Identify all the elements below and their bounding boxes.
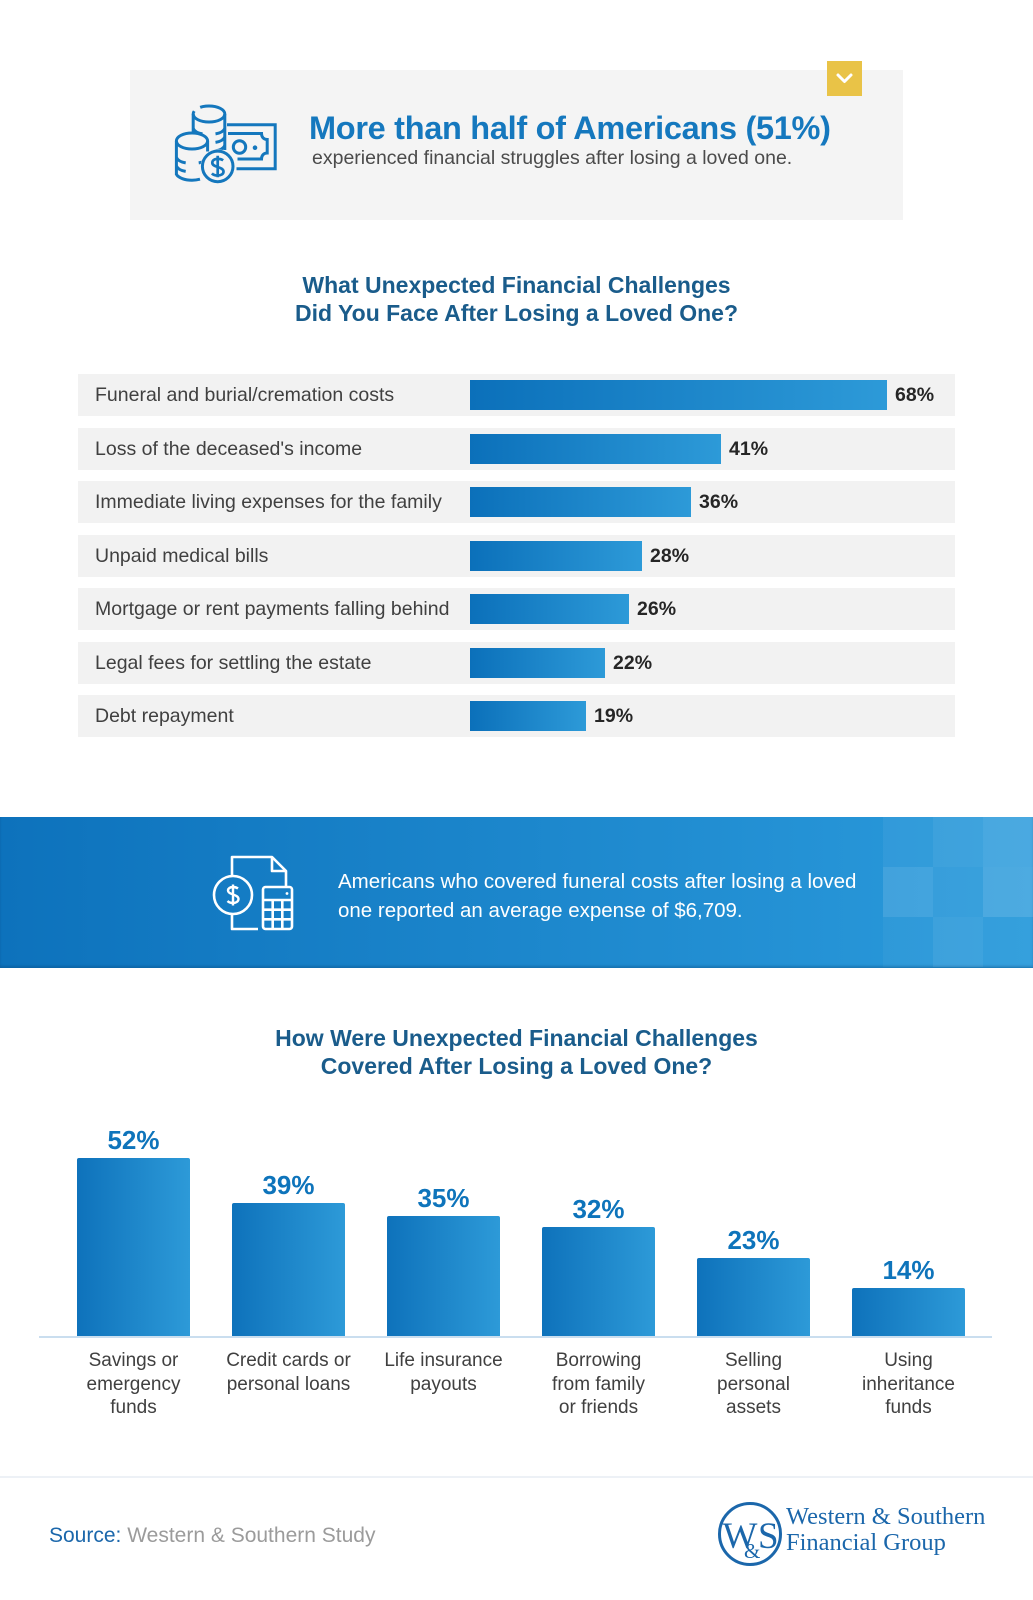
svg-text:&: & [744,1539,760,1563]
svg-text:W: W [723,1516,758,1557]
svg-text:S: S [758,1516,779,1557]
